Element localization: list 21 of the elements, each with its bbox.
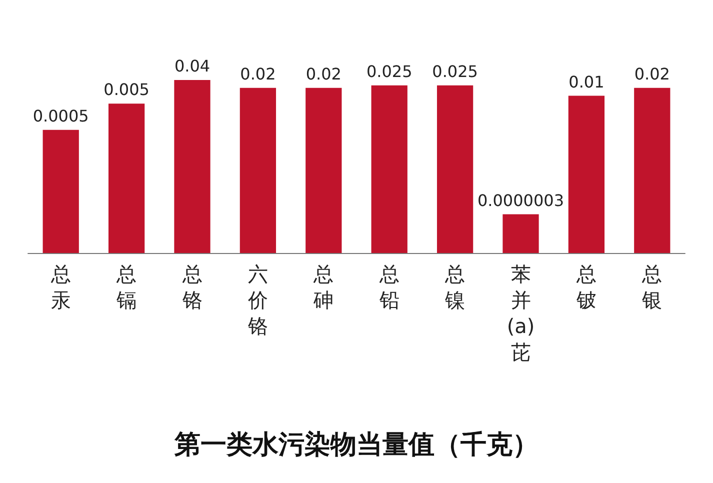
data-label: 0.025 — [366, 62, 412, 81]
x-tick-label: 总镉 — [116, 262, 137, 312]
x-tick-label: 六价铬 — [246, 262, 268, 338]
x-tick-label: 总铍 — [575, 262, 596, 312]
text: 第一类水污染物当量值（千克） — [174, 430, 538, 460]
data-label: 0.02 — [240, 64, 276, 84]
x-tick-label: 苯并(a)芘 — [506, 262, 535, 364]
data-label: 0.0005 — [32, 106, 89, 126]
data-label: 0.005 — [104, 80, 150, 100]
x-tick-label: 总银 — [641, 262, 662, 312]
x-tick-label: 总镍 — [444, 262, 466, 312]
data-label: 0.025 — [432, 62, 478, 81]
data-label: 0.02 — [306, 64, 342, 84]
x-tick-label: 总铬 — [181, 262, 202, 312]
x-tick-label: 总砷 — [312, 262, 334, 312]
data-label: 0.0000003 — [477, 190, 564, 210]
data-label: 0.04 — [174, 56, 210, 76]
data-label: 0.01 — [568, 72, 604, 92]
data-label: 0.02 — [634, 64, 670, 84]
x-tick-label: 总铅 — [378, 262, 400, 312]
x-tick-label: 总汞 — [50, 262, 71, 312]
